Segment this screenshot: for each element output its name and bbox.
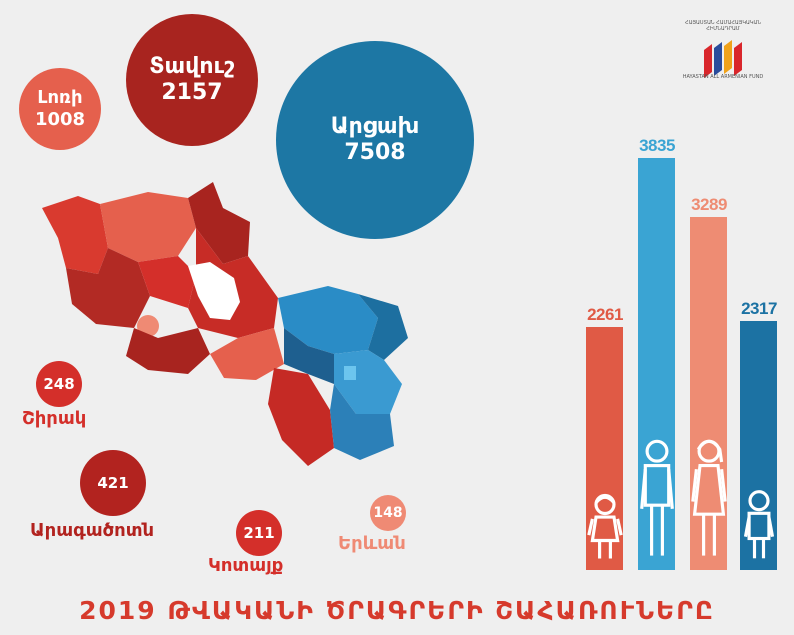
map-region-lori [100,192,196,262]
bubble-aragatsotn-value: 421 [97,474,129,492]
bubble-shirak: 248 [36,361,82,407]
map-artsakh-north [278,286,378,354]
map-region-yerevan [137,315,159,337]
map-artsakh-northeast [358,294,408,360]
label-aragatsotn: Արագածոտն [30,520,155,541]
girl-figure-icon [587,493,623,559]
map-artsakh-south [330,384,394,460]
logo-text-bottom: HAYASTAN ALL ARMENIAN FUND [682,74,764,80]
bubble-artsakh-value: 7508 [344,140,406,165]
bar-value-woman: 3289 [691,195,727,214]
map-lake-sevan [188,262,240,320]
bubble-yerevan-value: 148 [373,505,403,521]
man-figure-icon [640,439,674,556]
logo-text-top: ՀԱՅԱՍՏԱՆ ՀԱՄԱՀԱՅԿԱԿԱՆ ՀԻՄՆԱԴՐԱՄ [685,20,761,32]
label-kotayk: Կոտայք [208,555,284,576]
label-yerevan: Երևան [338,533,406,554]
bubble-artsakh-name: Արցախ [330,113,420,139]
bubble-kotayk-value: 211 [243,524,275,542]
woman-figure-icon [691,439,727,556]
bubble-artsakh: Արցախ 7508 [276,41,474,239]
bubble-lori: Լոռի 1008 [19,68,101,150]
bubble-yerevan: 148 [370,495,406,531]
map-region-kotayk [138,256,196,308]
label-shirak: Շիրակ [22,408,87,429]
bubble-tavush: Տավուշ 2157 [126,14,258,146]
map-region-tavush [188,182,250,264]
boy-figure-icon [743,490,775,559]
bubble-tavush-value: 2157 [161,80,223,105]
fund-logo-icon [704,40,742,78]
map-region-vayots-dzor [210,328,284,380]
map-region-syunik [268,368,334,466]
bubble-tavush-name: Տավուշ [149,53,235,79]
bar-value-man: 3835 [639,136,675,155]
map-armenia-artsakh [42,182,408,466]
bar-value-boy: 2317 [741,299,777,318]
bubble-shirak-value: 248 [43,375,75,393]
map-region-shirak [42,196,108,274]
bubble-kotayk: 211 [236,510,282,556]
page-title: 2019 ԹՎԱԿԱՆԻ ԾՐԱԳՐԵՐԻ ՇԱՀԱՌՈՒՆԵՐԸ [79,596,715,625]
map-region-ararat [126,328,210,374]
bubble-aragatsotn: 421 [80,450,146,516]
map-region-aragatsotn [66,248,150,328]
bar-value-girl: 2261 [587,305,623,324]
bubble-lori-value: 1008 [34,109,86,130]
map-stepanakert [344,366,356,380]
map-artsakh-center [284,328,334,384]
bubble-lori-name: Լոռի [37,87,83,109]
